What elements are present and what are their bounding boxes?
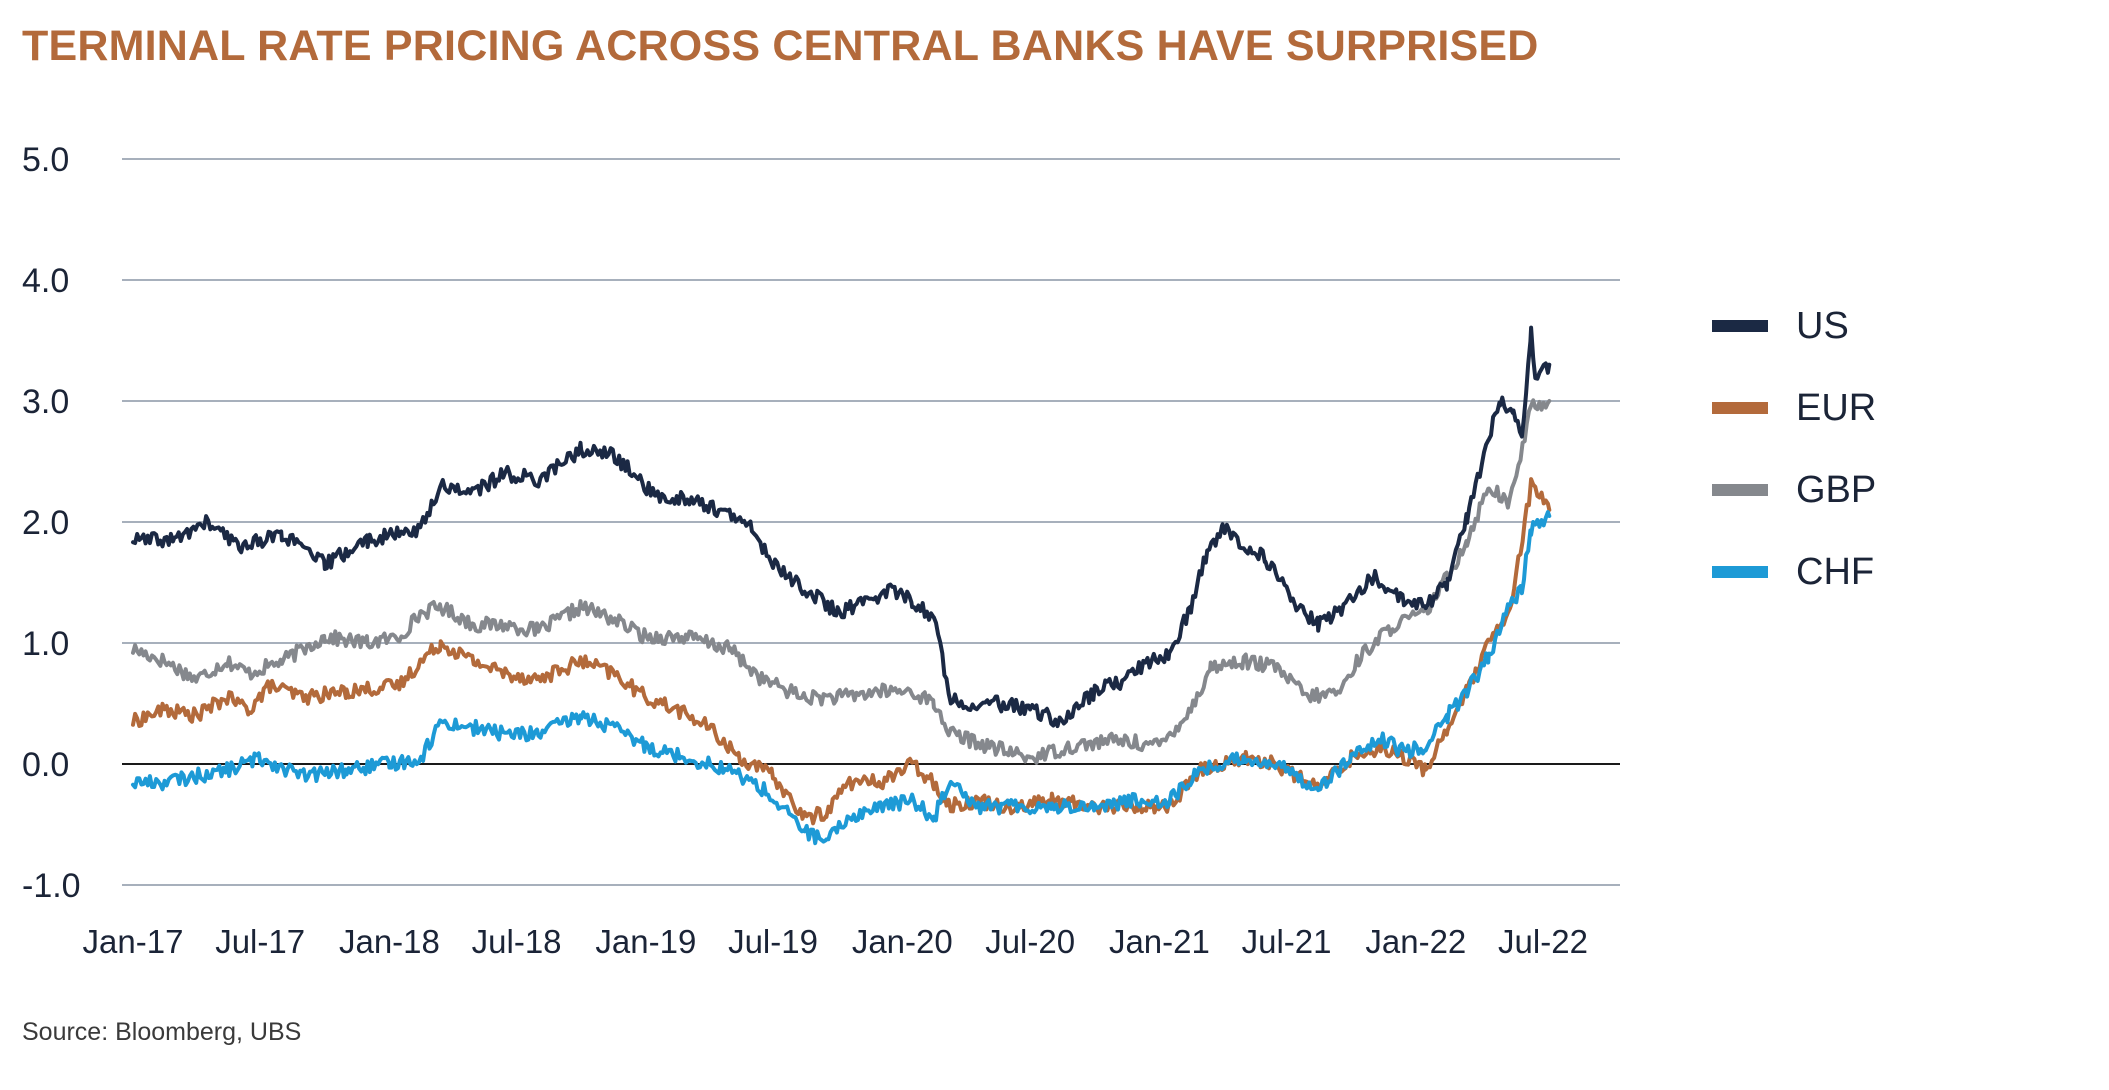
legend-item-chf: CHF <box>1712 531 1876 613</box>
y-axis-ticks: 5.0 4.0 3.0 2.0 1.0 0.0 -1.0 <box>22 141 81 905</box>
y-tick-label: 1.0 <box>22 625 69 663</box>
x-tick-label: Jul-22 <box>1498 923 1588 960</box>
x-tick-label: Jul-18 <box>472 923 562 960</box>
legend-swatch <box>1712 402 1768 414</box>
x-tick-label: Jul-17 <box>215 923 305 960</box>
y-tick-label: 0.0 <box>22 746 69 784</box>
legend-label: GBP <box>1796 468 1877 511</box>
gridlines <box>122 158 1620 886</box>
x-tick-label: Jan-19 <box>595 923 696 960</box>
chart-title: TERMINAL RATE PRICING ACROSS CENTRAL BAN… <box>22 22 1539 70</box>
series-lines <box>131 325 1552 846</box>
x-tick-label: Jan-22 <box>1365 923 1466 960</box>
x-tick-label: Jan-18 <box>339 923 440 960</box>
series-line-eur <box>131 477 1552 826</box>
legend: US EUR GBP CHF <box>1712 285 1876 613</box>
y-tick-label: 4.0 <box>22 262 69 300</box>
x-tick-label: Jul-20 <box>985 923 1075 960</box>
legend-swatch <box>1712 320 1768 332</box>
x-axis-ticks: Jan-17 Jul-17 Jan-18 Jul-18 Jan-19 Jul-19 Jan-… <box>83 923 1588 960</box>
x-tick-label: Jan-17 <box>83 923 184 960</box>
series-line-chf <box>131 510 1552 846</box>
legend-label: US <box>1796 304 1849 347</box>
legend-label: EUR <box>1796 386 1877 429</box>
series-line-gbp <box>131 398 1552 765</box>
y-tick-label: -1.0 <box>22 867 81 905</box>
y-tick-label: 3.0 <box>22 383 69 421</box>
source-note: Source: Bloomberg, UBS <box>22 1018 302 1046</box>
legend-swatch <box>1712 566 1768 578</box>
x-tick-label: Jan-21 <box>1109 923 1210 960</box>
x-tick-label: Jul-21 <box>1242 923 1332 960</box>
series-line-us <box>131 325 1552 729</box>
legend-swatch <box>1712 484 1768 496</box>
y-tick-label: 2.0 <box>22 504 69 542</box>
legend-item-us: US <box>1712 285 1876 367</box>
x-tick-label: Jan-20 <box>852 923 953 960</box>
y-tick-label: 5.0 <box>22 141 69 179</box>
x-tick-label: Jul-19 <box>728 923 818 960</box>
legend-item-eur: EUR <box>1712 367 1876 449</box>
legend-label: CHF <box>1796 550 1875 593</box>
legend-item-gbp: GBP <box>1712 449 1876 531</box>
